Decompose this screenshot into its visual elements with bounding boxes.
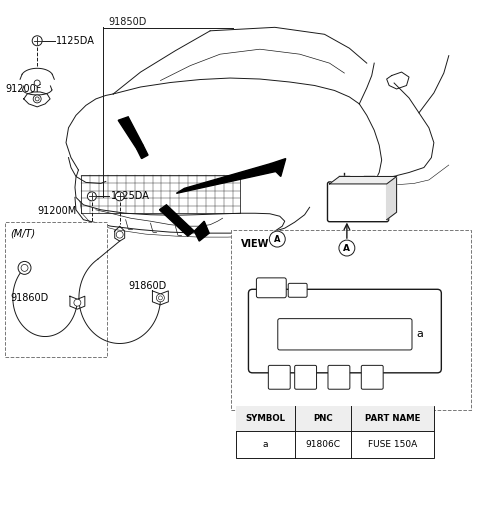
FancyBboxPatch shape [256, 278, 286, 298]
FancyBboxPatch shape [249, 289, 441, 373]
Text: 91860D: 91860D [11, 293, 48, 303]
Circle shape [34, 80, 40, 86]
Text: FUSE 150A: FUSE 150A [368, 440, 417, 449]
Circle shape [74, 299, 81, 306]
Text: 91200M: 91200M [37, 206, 76, 216]
Circle shape [18, 262, 31, 274]
FancyBboxPatch shape [327, 182, 389, 222]
Polygon shape [271, 159, 286, 177]
Polygon shape [118, 117, 143, 148]
Text: SYMBOL: SYMBOL [246, 414, 286, 423]
FancyBboxPatch shape [295, 366, 316, 389]
Circle shape [158, 296, 162, 300]
Polygon shape [329, 177, 396, 184]
FancyBboxPatch shape [278, 318, 412, 350]
Text: (M/T): (M/T) [11, 228, 36, 238]
Text: 1125DA: 1125DA [111, 191, 150, 201]
Circle shape [33, 95, 41, 103]
FancyBboxPatch shape [268, 366, 290, 389]
Circle shape [269, 231, 285, 247]
FancyBboxPatch shape [288, 283, 307, 297]
Bar [231, 230, 471, 410]
Circle shape [339, 240, 355, 256]
FancyBboxPatch shape [361, 366, 383, 389]
Text: A: A [274, 234, 280, 244]
Polygon shape [176, 163, 276, 194]
Circle shape [156, 294, 164, 302]
Circle shape [116, 231, 123, 238]
Text: 91200F: 91200F [5, 84, 42, 94]
Polygon shape [387, 177, 396, 220]
Circle shape [115, 192, 124, 201]
Text: a: a [263, 440, 268, 449]
Circle shape [32, 36, 42, 46]
Bar [236, 406, 434, 431]
Polygon shape [137, 145, 148, 159]
Text: 91860D: 91860D [128, 281, 167, 291]
Text: PNC: PNC [313, 414, 333, 423]
Polygon shape [159, 205, 194, 236]
Text: a: a [417, 329, 423, 339]
Circle shape [87, 192, 96, 201]
FancyBboxPatch shape [328, 366, 350, 389]
Text: 1125DA: 1125DA [56, 36, 95, 46]
Text: 91806C: 91806C [306, 440, 341, 449]
Bar [236, 406, 434, 458]
Text: VIEW: VIEW [241, 239, 269, 249]
Bar [5, 222, 107, 357]
Circle shape [35, 97, 39, 101]
Circle shape [21, 264, 28, 271]
Text: A: A [343, 244, 350, 252]
Polygon shape [194, 221, 209, 241]
Text: 91850D: 91850D [108, 17, 147, 27]
Text: PART NAME: PART NAME [365, 414, 420, 423]
